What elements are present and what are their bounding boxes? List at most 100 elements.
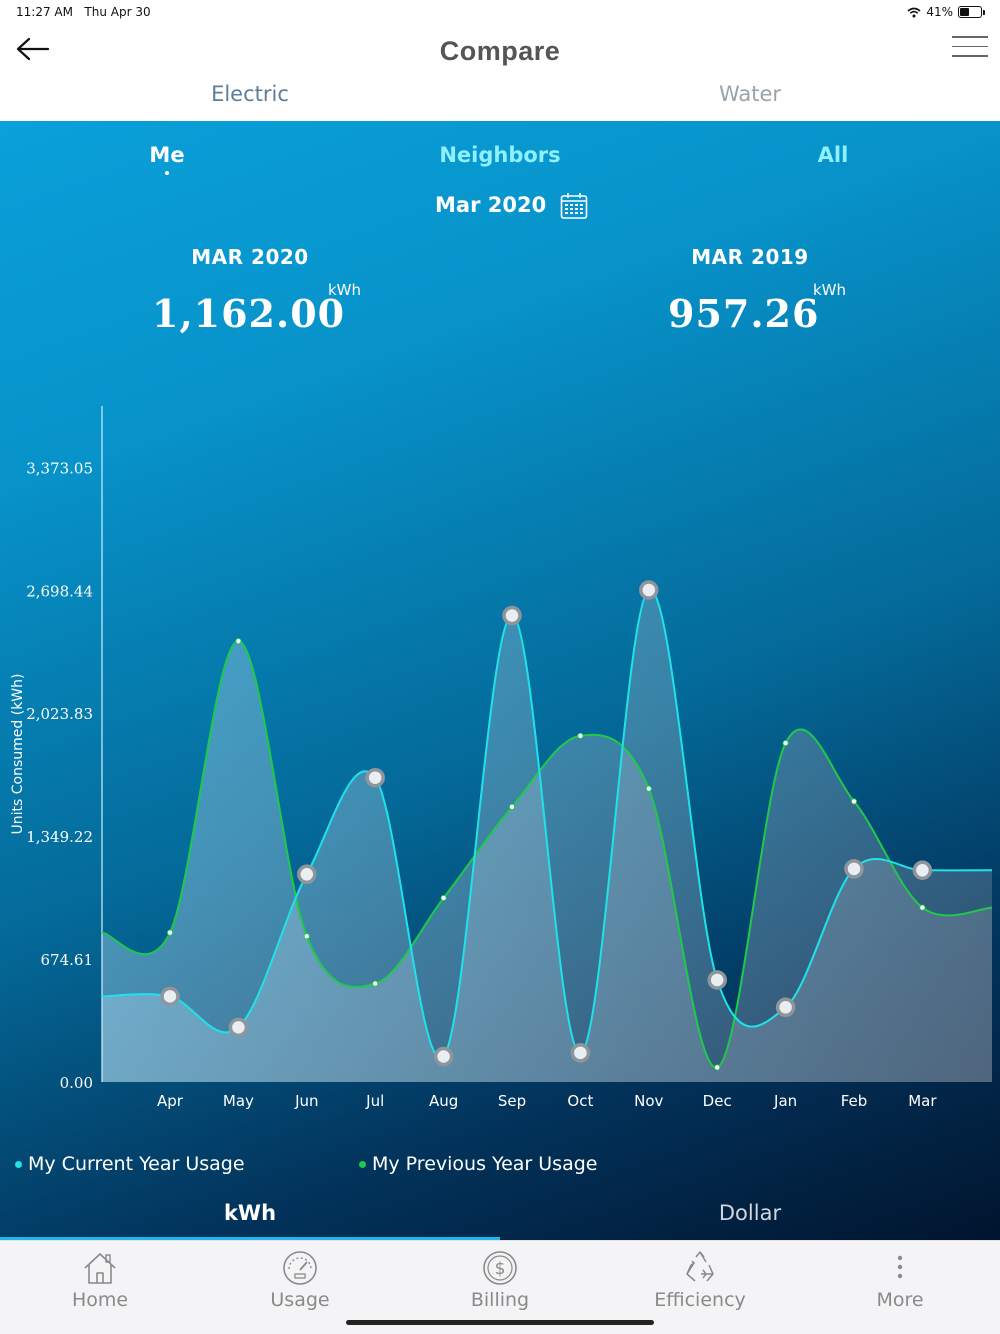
more-vertical-icon: [897, 1255, 903, 1279]
current-year-point[interactable]: [639, 580, 659, 600]
nav-home-label: Home: [71, 1289, 129, 1311]
x-tick-label: Oct: [567, 1092, 593, 1110]
nav-usage[interactable]: Usage: [200, 1241, 400, 1334]
y-tick-label: 2,023.83: [26, 705, 93, 723]
x-tick-label: Jun: [294, 1092, 318, 1110]
previous-year-point[interactable]: [714, 1064, 721, 1071]
y-tick-label: 674.61: [41, 951, 94, 969]
y-tick-label: 3,373.05: [26, 459, 93, 477]
previous-year-point[interactable]: [919, 904, 926, 911]
current-year-point[interactable]: [844, 859, 864, 879]
previous-summary-value: 957.26: [668, 291, 820, 336]
tab-all[interactable]: All: [817, 143, 849, 167]
y-axis-label: Units Consumed (kWh): [10, 674, 26, 835]
previous-summary-label: MAR 2019: [691, 245, 809, 269]
view-tabs: Me Neighbors All: [0, 143, 1000, 173]
legend-previous[interactable]: My Previous Year Usage: [359, 1153, 597, 1175]
current-summary-value: 1,162.00: [152, 291, 346, 336]
current-year-point[interactable]: [912, 860, 933, 881]
x-tick-label: Jul: [365, 1092, 384, 1110]
previous-year-point[interactable]: [372, 980, 379, 987]
legend-current[interactable]: My Current Year Usage: [15, 1153, 245, 1175]
legend-previous-label: My Previous Year Usage: [372, 1153, 598, 1175]
tab-me[interactable]: Me: [149, 143, 185, 167]
chart-legend: My Current Year Usage My Previous Year U…: [0, 1153, 1000, 1181]
current-year-point[interactable]: [707, 970, 727, 990]
x-tick-label: Nov: [634, 1092, 663, 1110]
nav-usage-label: Usage: [270, 1289, 330, 1311]
x-tick-label: Sep: [498, 1092, 526, 1110]
home-icon: [84, 1253, 116, 1284]
x-tick-label: Jan: [773, 1092, 797, 1110]
previous-year-point[interactable]: [440, 894, 447, 901]
previous-summary: MAR 2019 957.26 kWh: [600, 245, 900, 336]
current-year-point[interactable]: [297, 864, 317, 885]
recycle-icon: [686, 1251, 714, 1282]
x-tick-label: Aug: [429, 1092, 458, 1110]
x-tick-label: Dec: [703, 1092, 732, 1110]
previous-year-point[interactable]: [782, 740, 789, 747]
previous-year-point[interactable]: [577, 732, 584, 739]
active-tab-indicator: [165, 171, 169, 175]
compare-panel: Me Neighbors All Mar 2020 MAR 2020 1,162…: [0, 121, 1000, 1240]
legend-current-swatch: [15, 1160, 22, 1168]
legend-current-label: My Current Year Usage: [28, 1153, 245, 1175]
wifi-icon: [907, 7, 921, 17]
gauge-icon: [283, 1251, 317, 1285]
home-indicator: [346, 1320, 654, 1325]
current-summary: MAR 2020 1,162.00 kWh: [100, 245, 400, 336]
x-tick-label: May: [223, 1092, 254, 1110]
nav-billing[interactable]: $ Billing: [400, 1241, 600, 1334]
current-year-area: [102, 589, 992, 1082]
nav-more-label: More: [876, 1289, 924, 1311]
nav-efficiency-label: Efficiency: [654, 1289, 746, 1311]
x-tick-label: Apr: [157, 1092, 184, 1110]
y-tick-label: 1,349.22: [26, 828, 93, 846]
period-label[interactable]: Mar 2020: [435, 193, 547, 217]
current-year-point[interactable]: [502, 605, 522, 626]
unit-tabs: kWh Dollar: [0, 1201, 1000, 1240]
tab-water[interactable]: Water: [718, 82, 782, 106]
status-time: 11:27 AM Thu Apr 30: [16, 5, 151, 19]
nav-more[interactable]: More: [800, 1241, 1000, 1334]
y-tick-label: 2,698.44: [26, 582, 93, 600]
current-summary-label: MAR 2020: [191, 245, 309, 269]
battery-percent: 41%: [926, 5, 953, 19]
legend-previous-swatch: [359, 1160, 366, 1168]
current-year-point[interactable]: [228, 1017, 249, 1038]
status-date: Thu Apr 30: [84, 5, 151, 19]
status-bar: 11:27 AM Thu Apr 30 41%: [0, 0, 1000, 26]
current-year-point[interactable]: [775, 997, 796, 1018]
hamburger-menu-icon[interactable]: [952, 36, 988, 62]
usage-chart: 0.00 674.61 1,349.22 2,023.83 2,698.44 3,373.…: [10, 406, 993, 1110]
current-year-point[interactable]: [433, 1046, 454, 1067]
tab-dollar[interactable]: Dollar: [718, 1201, 782, 1225]
bottom-nav: Home Usage $ Billing Efficiency More: [0, 1240, 1000, 1334]
previous-year-point[interactable]: [645, 785, 652, 792]
previous-year-point[interactable]: [235, 638, 242, 645]
page-title: Compare: [439, 36, 561, 66]
current-year-point[interactable]: [160, 986, 180, 1007]
previous-year-point[interactable]: [166, 929, 173, 936]
calendar-icon[interactable]: [559, 191, 589, 221]
battery-icon: [958, 6, 985, 18]
previous-year-point[interactable]: [508, 803, 515, 810]
tab-electric[interactable]: Electric: [211, 82, 289, 106]
back-arrow-icon[interactable]: [14, 34, 54, 64]
current-year-point[interactable]: [570, 1043, 591, 1063]
x-tick-label: Mar: [908, 1092, 937, 1110]
current-summary-unit: kWh: [328, 281, 362, 299]
nav-efficiency[interactable]: Efficiency: [600, 1241, 800, 1334]
status-right: 41%: [907, 5, 985, 19]
nav-home[interactable]: Home: [0, 1241, 200, 1334]
y-tick-label: 0.00: [60, 1074, 93, 1092]
current-year-point[interactable]: [365, 767, 385, 788]
previous-year-point[interactable]: [303, 933, 310, 940]
tab-kwh[interactable]: kWh: [0, 1201, 500, 1240]
previous-year-point[interactable]: [851, 798, 858, 805]
nav-billing-label: Billing: [470, 1289, 530, 1311]
svg-text:$: $: [495, 1259, 506, 1279]
tab-neighbors[interactable]: Neighbors: [439, 143, 561, 167]
header: Compare Electric Water: [0, 26, 1000, 121]
x-tick-label: Feb: [841, 1092, 868, 1110]
